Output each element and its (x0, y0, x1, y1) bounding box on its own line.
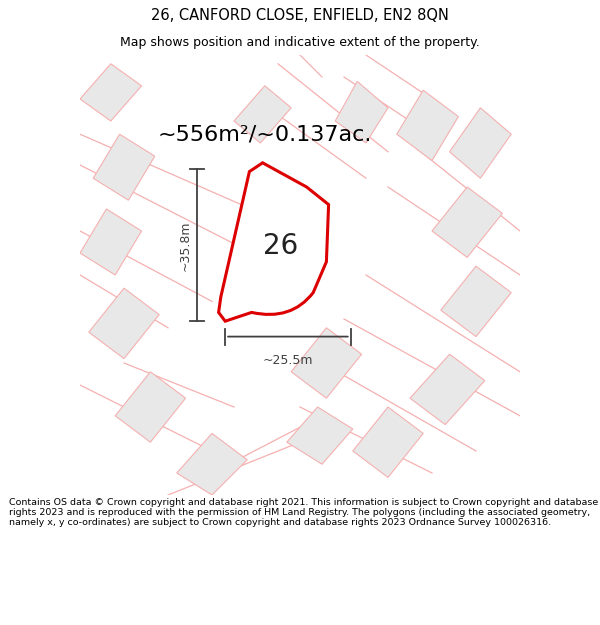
Polygon shape (93, 134, 155, 200)
Polygon shape (243, 213, 291, 266)
Polygon shape (89, 288, 159, 359)
Polygon shape (80, 209, 142, 275)
Text: 26: 26 (263, 232, 298, 261)
Text: ~35.8m: ~35.8m (179, 220, 192, 271)
Polygon shape (432, 187, 502, 258)
Polygon shape (177, 433, 247, 495)
Text: Contains OS data © Crown copyright and database right 2021. This information is : Contains OS data © Crown copyright and d… (9, 498, 598, 528)
Polygon shape (353, 407, 423, 478)
Polygon shape (449, 107, 511, 178)
Text: Map shows position and indicative extent of the property.: Map shows position and indicative extent… (120, 36, 480, 49)
Text: ~556m²/~0.137ac.: ~556m²/~0.137ac. (158, 124, 372, 144)
PathPatch shape (218, 162, 329, 321)
Polygon shape (234, 86, 291, 143)
Polygon shape (80, 64, 142, 121)
Polygon shape (115, 372, 185, 442)
Text: ~25.5m: ~25.5m (263, 354, 313, 367)
Polygon shape (291, 328, 362, 398)
Polygon shape (335, 81, 388, 143)
Text: 26, CANFORD CLOSE, ENFIELD, EN2 8QN: 26, CANFORD CLOSE, ENFIELD, EN2 8QN (151, 8, 449, 23)
Polygon shape (410, 354, 485, 424)
Polygon shape (287, 407, 353, 464)
Polygon shape (397, 90, 458, 161)
Polygon shape (441, 266, 511, 337)
